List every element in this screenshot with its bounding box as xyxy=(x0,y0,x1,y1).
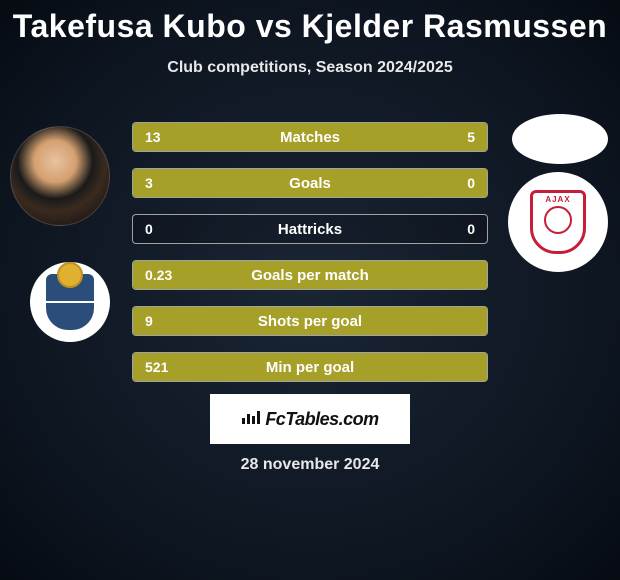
club-left-badge xyxy=(30,262,110,342)
stat-value-left: 13 xyxy=(145,129,161,145)
player-right-avatar xyxy=(512,114,608,164)
stats-bars: 13 Matches 5 3 Goals 0 0 Hattricks 0 0.23 Goals pe… xyxy=(132,122,488,398)
stat-value-left: 9 xyxy=(145,313,153,329)
stat-row: 9 Shots per goal xyxy=(132,306,488,336)
stat-label: Goals per match xyxy=(251,267,369,284)
stat-row: 0.23 Goals per match xyxy=(132,260,488,290)
stat-label: Min per goal xyxy=(266,359,354,376)
brand-text: FcTables.com xyxy=(265,409,378,430)
stat-value-left: 0 xyxy=(145,221,153,237)
stat-value-left: 521 xyxy=(145,359,168,375)
stat-label: Shots per goal xyxy=(258,313,362,330)
stat-value-right: 0 xyxy=(467,175,475,191)
page-title: Takefusa Kubo vs Kjelder Rasmussen xyxy=(0,0,620,45)
stat-row: 13 Matches 5 xyxy=(132,122,488,152)
stat-value-right: 0 xyxy=(467,221,475,237)
brand-badge: FcTables.com xyxy=(210,394,410,444)
stat-label: Hattricks xyxy=(278,221,342,238)
stat-row: 0 Hattricks 0 xyxy=(132,214,488,244)
stat-value-left: 0.23 xyxy=(145,267,172,283)
date-label: 28 november 2024 xyxy=(241,456,380,474)
brand-chart-icon xyxy=(241,409,261,430)
page-subtitle: Club competitions, Season 2024/2025 xyxy=(0,59,620,77)
stat-value-right: 5 xyxy=(467,129,475,145)
stat-row: 3 Goals 0 xyxy=(132,168,488,198)
stat-fill-left xyxy=(133,123,391,151)
stat-row: 521 Min per goal xyxy=(132,352,488,382)
stat-label: Goals xyxy=(289,175,331,192)
club-right-badge xyxy=(508,172,608,272)
player-left-avatar xyxy=(10,126,110,226)
stat-label: Matches xyxy=(280,129,340,146)
stat-value-left: 3 xyxy=(145,175,153,191)
